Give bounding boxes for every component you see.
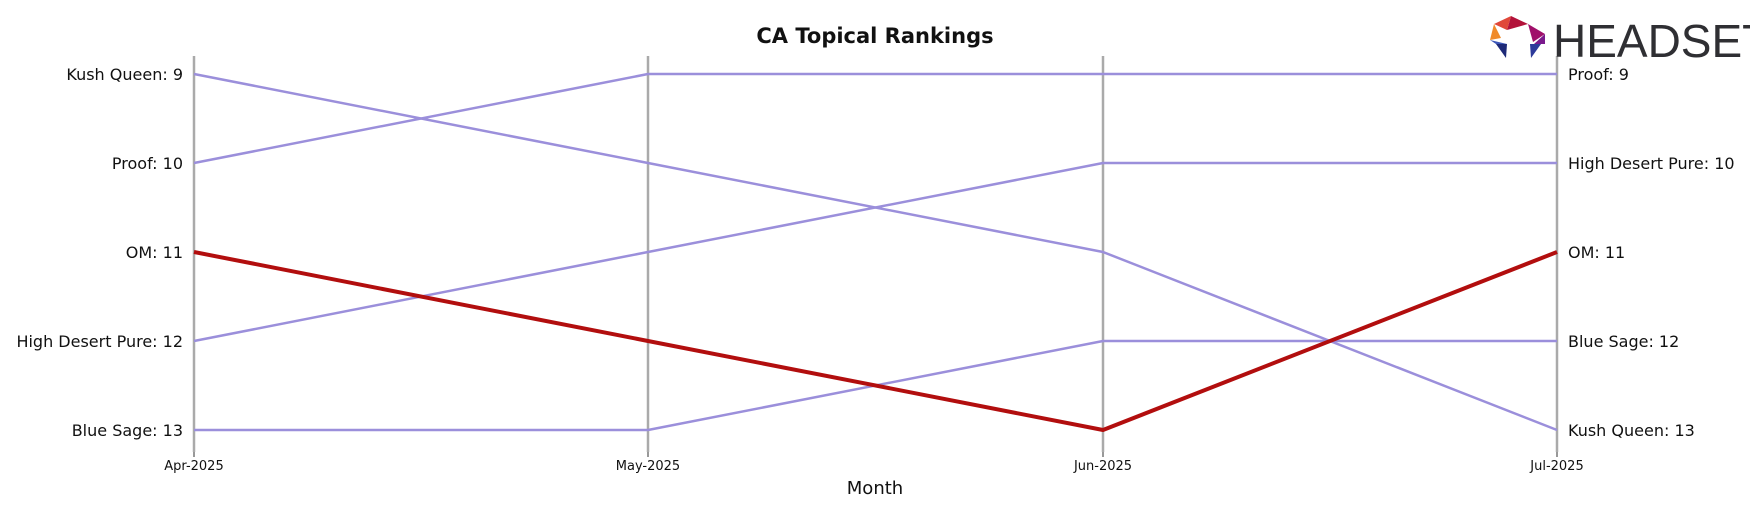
series-lines (193, 72, 1558, 432)
x-axis-ticks: Apr-2025 May-2025 Jun-2025 Jul-2025 (164, 452, 1584, 474)
x-tick-label: Jun-2025 (1073, 459, 1132, 474)
series-line-high-desert-pure (193, 161, 1557, 343)
x-tick-label: May-2025 (616, 459, 680, 474)
x-tick-label: Jul-2025 (1529, 459, 1583, 474)
series-line-proof (193, 72, 1557, 165)
headset-logo: HEADSET (1490, 15, 1750, 67)
right-label-high-desert-pure: High Desert Pure: 10 (1568, 154, 1735, 173)
series-line-kush-queen (193, 72, 1558, 432)
headset-logo-icon (1490, 16, 1545, 58)
right-label-proof: Proof: 9 (1568, 65, 1629, 84)
left-rank-labels: Kush Queen: 9 Proof: 10 OM: 11 High Desert … (16, 65, 183, 440)
chart-title: CA Topical Rankings (756, 24, 993, 48)
right-label-blue-sage: Blue Sage: 12 (1568, 332, 1679, 351)
left-label-high-desert-pure: High Desert Pure: 12 (16, 332, 183, 351)
left-label-proof: Proof: 10 (112, 154, 183, 173)
gridlines (192, 56, 1559, 452)
left-label-kush-queen: Kush Queen: 9 (66, 65, 183, 84)
series-line-om (193, 250, 1558, 432)
right-label-om: OM: 11 (1568, 243, 1625, 262)
right-label-kush-queen: Kush Queen: 13 (1568, 421, 1695, 440)
x-tick-label: Apr-2025 (164, 459, 223, 474)
right-rank-labels: Kush Queen: 13 Proof: 9 OM: 11 High Desert … (1568, 65, 1735, 440)
left-label-blue-sage: Blue Sage: 13 (72, 421, 183, 440)
headset-logo-text: HEADSET (1553, 15, 1750, 67)
left-label-om: OM: 11 (126, 243, 183, 262)
x-axis-label: Month (847, 478, 903, 499)
